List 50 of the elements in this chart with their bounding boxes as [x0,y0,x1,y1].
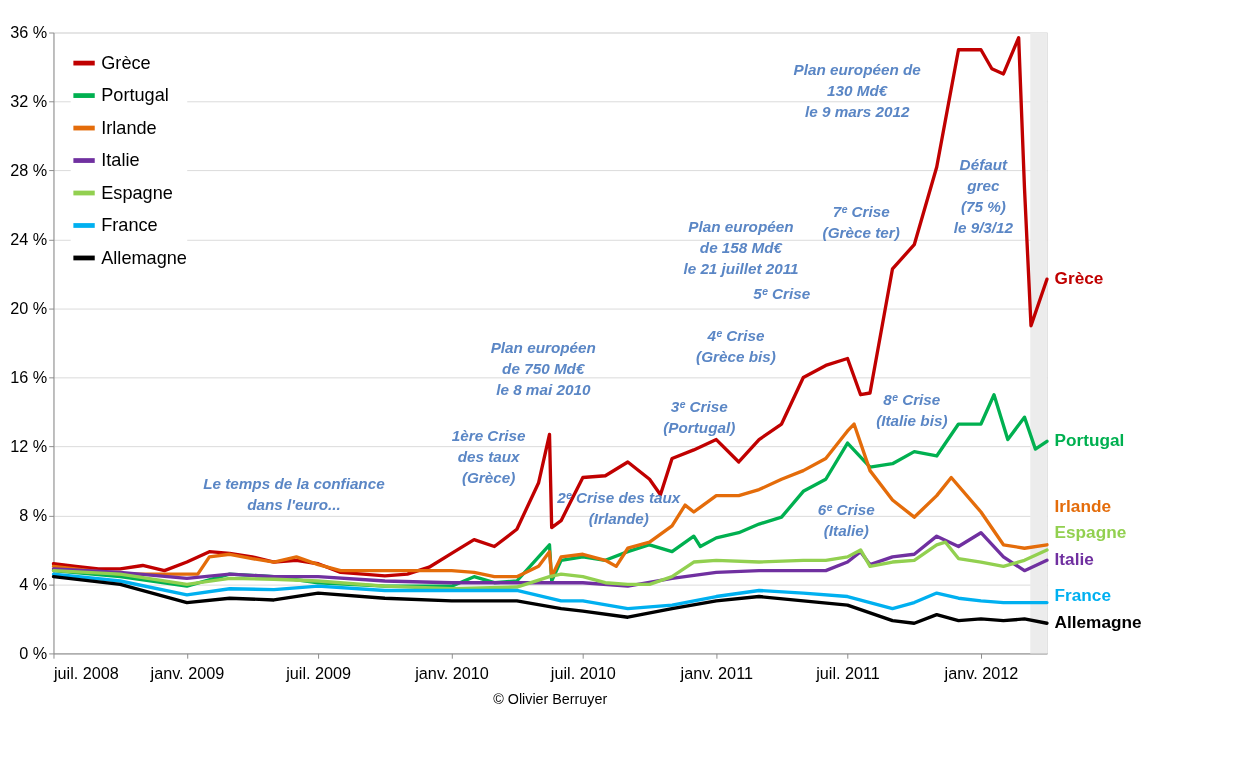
annotation: Le temps de la confiance dans l'euro... [203,475,386,514]
y-tick-label: 28 % [10,160,48,179]
line-series [51,575,1049,625]
annotation: Défaut grec (75 %) le 9/3/12 [953,156,1014,237]
annotation: 7ᵉ Crise (Grèce ter) [822,202,900,241]
y-tick-label: 24 % [10,229,48,248]
annotation: Plan européen de 158 Md€ le 21 juillet 2011 [683,218,799,278]
legend-label: Irlande [101,117,157,138]
text: Grèce [1054,267,1104,288]
x-tick-label: juil. 2010 [549,663,616,682]
legend-label: Portugal [101,85,169,106]
x-tick-label: juil. 2008 [52,663,119,682]
y-tick-label: 32 % [10,91,48,110]
annotation: 8ᵉ Crise (Italie bis) [876,390,948,429]
y-tick-label: 16 % [10,367,48,386]
legend-label: Allemagne [101,247,187,268]
annotation: 1ère Crise des taux (Grèce) [451,426,527,486]
annotation: 3ᵉ Crise (Portugal) [663,397,736,436]
y-tick-label: 36 % [10,22,48,41]
y-tick-label: 4 % [19,574,48,593]
annotation: 2ᵉ Crise des taux (Irlande) [556,488,681,527]
legend-label: France [101,215,158,236]
text: Allemagne [1054,612,1142,633]
annotation: 4ᵉ Crise (Grèce bis) [696,326,776,365]
text: Portugal [1054,430,1125,451]
y-tick-label: 0 % [19,643,48,662]
annotation: Plan européen de 750 Md€ le 8 mai 2010 [490,338,596,398]
x-tick-label: janv. 2011 [679,663,753,682]
line-series [51,36,1049,578]
line-series [51,572,1049,611]
annotation: Plan européen de 130 Md€ le 9 mars 2012 [793,61,922,121]
x-tick-label: janv. 2009 [149,663,225,682]
text: © Olivier Berruyer [493,691,608,708]
x-tick-label: juil. 2009 [285,663,352,682]
x-tick-label: juil. 2011 [815,663,880,682]
legend-label: Grèce [101,52,151,73]
x-tick-label: janv. 2012 [943,663,1019,682]
text: Espagne [1054,522,1127,543]
text: Irlande [1054,495,1111,516]
annotation: 6ᵉ Crise (Italie) [817,500,876,539]
legend-label: Italie [101,150,140,171]
y-tick-label: 12 % [10,436,48,455]
y-tick-label: 20 % [10,298,48,317]
y-tick-label: 8 % [19,505,48,524]
line-series [51,540,1049,591]
legend-label: Espagne [101,182,173,203]
text: Italie [1054,549,1094,570]
annotation: 5ᵉ Crise [753,285,811,303]
x-tick-label: janv. 2010 [414,663,489,682]
text: France [1054,585,1111,606]
